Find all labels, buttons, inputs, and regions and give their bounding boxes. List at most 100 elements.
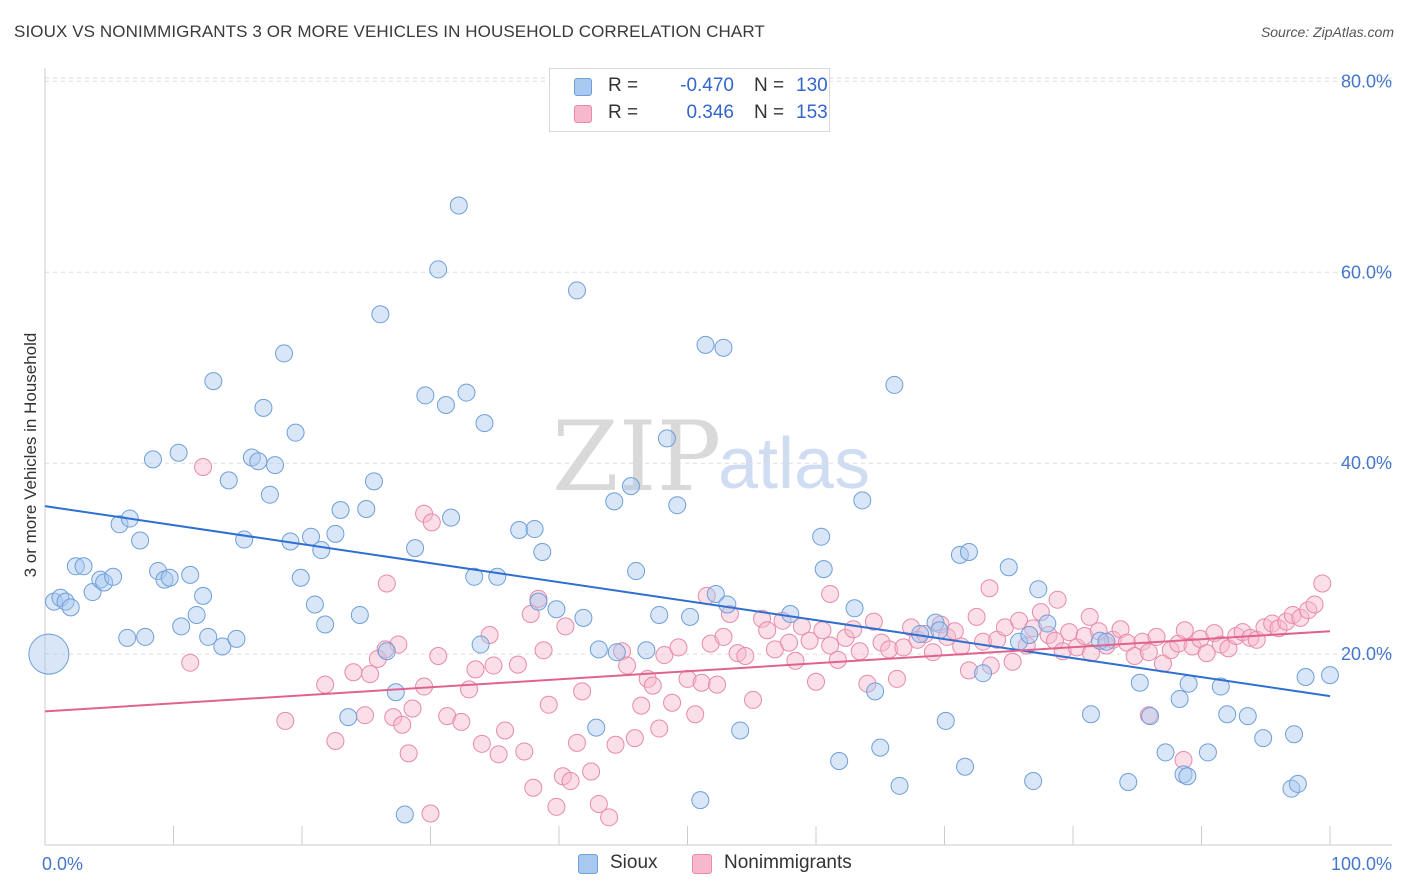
sioux-point xyxy=(1254,729,1273,748)
x-tick-labels: 0.0% 100.0% xyxy=(42,854,1392,874)
sioux-point xyxy=(1179,674,1198,693)
legend-n-value: 130 xyxy=(796,75,828,96)
sioux-point xyxy=(406,539,425,558)
nonimmigrants-point xyxy=(1197,644,1216,663)
sioux-point xyxy=(131,531,150,550)
nonimmigrants-point xyxy=(1313,574,1332,593)
sioux-point xyxy=(305,595,324,614)
nonimmigrants-point xyxy=(1125,647,1144,666)
nonimmigrants-point xyxy=(753,609,772,628)
legend-r-label: R = xyxy=(608,102,639,123)
sioux-point xyxy=(291,568,310,587)
sioux-legend-swatch xyxy=(578,854,598,874)
nonimmigrants-point xyxy=(489,745,508,764)
sioux-point xyxy=(266,456,285,475)
sioux-point xyxy=(56,592,75,611)
sioux-point xyxy=(1081,705,1100,724)
nonimmigrants-point xyxy=(393,715,412,734)
sioux-point xyxy=(199,627,218,646)
sioux-point xyxy=(936,711,955,730)
nonimmigrants-point xyxy=(1010,611,1029,630)
sioux-point xyxy=(1029,580,1048,599)
sioux-point xyxy=(605,492,624,511)
sioux-point xyxy=(1285,725,1304,744)
nonimmigrants-point xyxy=(606,735,625,754)
sioux-point xyxy=(235,530,254,549)
nonimmigrants-point xyxy=(1080,607,1099,626)
nonimmigrants-point xyxy=(714,627,733,646)
sioux-point xyxy=(254,398,273,417)
nonimmigrants-point xyxy=(355,706,374,725)
sioux-point xyxy=(974,664,993,683)
nonimmigrants-point xyxy=(632,696,651,715)
nonimmigrants-point xyxy=(194,458,213,477)
sioux-point xyxy=(143,450,162,469)
sioux-point xyxy=(1130,673,1149,692)
sioux-point xyxy=(731,721,750,740)
sioux-point xyxy=(339,708,358,727)
nonimmigrants-point xyxy=(582,762,601,781)
nonimmigrants-point xyxy=(1139,643,1158,662)
nonimmigrants-point xyxy=(480,626,499,645)
nonimmigrants-point xyxy=(744,690,763,709)
sioux-point xyxy=(475,414,494,433)
sioux-legend-label: Sioux xyxy=(610,852,658,873)
sioux-point xyxy=(525,520,544,539)
nonimmigrants-point xyxy=(403,699,422,718)
sioux-point xyxy=(471,635,490,654)
nonimmigrants-point xyxy=(515,742,534,761)
nonimmigrants-point xyxy=(556,617,575,636)
sioux-point xyxy=(650,605,669,624)
sioux-point xyxy=(871,738,890,757)
nonimmigrants-point xyxy=(361,665,380,684)
nonimmigrants-point xyxy=(655,646,674,665)
nonimmigrants-point xyxy=(1003,652,1022,671)
x-tick-label-start: 0.0% xyxy=(42,854,83,874)
nonimmigrants-point xyxy=(589,794,608,813)
nonimmigrants-point xyxy=(663,693,682,712)
sioux-point xyxy=(371,305,390,324)
x-tick-label-end: 100.0% xyxy=(1331,854,1392,874)
nonimmigrants-point xyxy=(429,647,448,666)
sioux-point xyxy=(781,605,800,624)
nonimmigrants-point xyxy=(1269,619,1288,638)
sioux-point xyxy=(567,281,586,300)
sioux-point xyxy=(136,627,155,646)
sioux-point xyxy=(227,629,246,648)
sioux-point xyxy=(312,541,331,560)
sioux-point xyxy=(74,557,93,576)
sioux-point xyxy=(442,508,461,527)
nonimmigrants-point xyxy=(547,797,566,816)
sioux-point xyxy=(286,423,305,442)
sioux-point xyxy=(66,557,85,576)
sioux-point xyxy=(845,599,864,618)
nonimmigrants-point xyxy=(534,641,553,660)
nonimmigrants-point xyxy=(612,642,631,661)
nonimmigrants-point xyxy=(807,672,825,691)
nonimmigrants-point xyxy=(496,721,515,740)
nonimmigrants-point xyxy=(864,612,883,631)
sioux-point xyxy=(1038,614,1057,633)
sioux-point xyxy=(668,496,687,515)
y-axis-label: 3 or more Vehicles in Household xyxy=(21,333,40,578)
nonimmigrants-point xyxy=(800,631,819,650)
sioux-point xyxy=(213,637,232,656)
sioux-point xyxy=(1178,767,1197,786)
sioux-point xyxy=(533,542,552,561)
nonimmigrants-points xyxy=(181,458,1332,827)
sioux-point xyxy=(657,429,676,448)
sioux-point xyxy=(1024,772,1043,791)
nonimmigrants-point xyxy=(872,633,891,652)
sioux-point xyxy=(696,335,715,354)
nonimmigrants-point xyxy=(524,778,543,797)
nonimmigrants-point xyxy=(1241,628,1260,647)
nonimmigrants-point xyxy=(786,651,805,670)
sioux-point xyxy=(104,567,123,586)
nonimmigrants-point xyxy=(1048,590,1067,609)
sioux-point xyxy=(172,617,191,636)
sioux-point xyxy=(260,485,279,504)
nonimmigrants-point xyxy=(508,655,527,674)
sioux-point xyxy=(377,642,396,661)
sioux-point xyxy=(1321,666,1339,685)
